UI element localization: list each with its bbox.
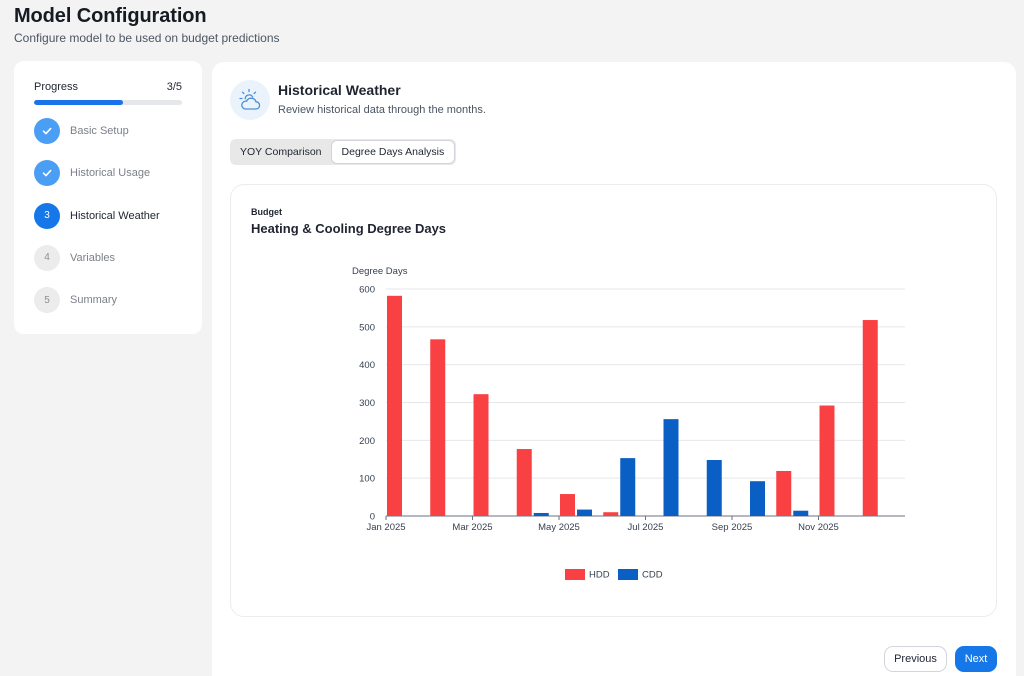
x-tick-label: Sep 2025	[712, 522, 753, 533]
page-header: Model Configuration Configure model to b…	[14, 5, 280, 45]
progress-bar-fill	[34, 100, 123, 105]
step-historical-usage[interactable]: Historical Usage	[34, 160, 160, 187]
x-tick-label: Jul 2025	[628, 522, 664, 533]
step-variables[interactable]: 4 Variables	[34, 244, 160, 271]
step-label: Variables	[70, 251, 116, 264]
bar-hdd	[387, 295, 402, 516]
next-button[interactable]: Next	[955, 646, 997, 672]
progress-label: Progress	[34, 81, 79, 93]
y-axis-label: Degree Days	[352, 266, 408, 277]
y-tick-label: 400	[359, 360, 375, 371]
bar-cdd	[620, 458, 636, 516]
step-number: 4	[34, 244, 60, 271]
chart-card: Budget Heating & Cooling Degree Days Deg…	[230, 184, 997, 617]
bar-hdd	[862, 320, 878, 516]
bar-hdd	[473, 394, 489, 516]
section-subtitle: Review historical data through the month…	[278, 104, 486, 116]
chart-title: Heating & Cooling Degree Days	[251, 221, 447, 236]
step-label: Historical Usage	[70, 167, 151, 180]
previous-button[interactable]: Previous	[884, 646, 947, 672]
progress-header: Progress 3/5	[34, 81, 182, 93]
x-tick-label: Mar 2025	[452, 522, 492, 533]
legend-label-hdd: HDD	[589, 570, 610, 581]
tab-yoy-comparison[interactable]: YOY Comparison	[240, 146, 322, 158]
step-label: Historical Weather	[70, 209, 160, 222]
step-number: 5	[34, 287, 60, 314]
y-tick-label: 600	[359, 285, 375, 296]
progress-bar	[34, 100, 182, 105]
progress-panel: Progress 3/5 Basic Setup Historical Usag…	[14, 61, 202, 334]
bar-hdd	[603, 512, 619, 516]
y-tick-label: 300	[359, 398, 375, 409]
check-icon	[34, 118, 60, 144]
step-number: 3	[34, 202, 60, 229]
tab-degree-days-analysis[interactable]: Degree Days Analysis	[331, 141, 455, 163]
bar-cdd	[533, 512, 549, 516]
legend-label-cdd: CDD	[642, 570, 663, 581]
bar-hdd	[819, 405, 835, 516]
x-tick-label: Jan 2025	[366, 522, 405, 533]
y-tick-label: 100	[359, 474, 375, 485]
step-list: Basic Setup Historical Usage 3 Historica…	[34, 118, 160, 329]
section-title: Historical Weather	[278, 82, 401, 98]
y-tick-label: 200	[359, 436, 375, 447]
check-icon	[34, 160, 60, 187]
bar-cdd	[793, 510, 809, 516]
bar-hdd	[776, 470, 792, 516]
bar-hdd	[516, 449, 532, 516]
bar-cdd	[577, 509, 592, 516]
page-subtitle: Configure model to be used on budget pre…	[14, 31, 280, 45]
bar-cdd	[750, 481, 765, 516]
step-label: Summary	[70, 294, 118, 307]
legend-swatch-cdd	[618, 569, 638, 580]
tab-bar: YOY Comparison Degree Days Analysis	[230, 139, 457, 165]
step-label: Basic Setup	[70, 125, 129, 137]
bar-hdd	[560, 494, 575, 516]
bar-hdd	[430, 339, 446, 516]
step-summary[interactable]: 5 Summary	[34, 287, 160, 314]
cloud-sun-icon	[230, 80, 270, 120]
y-tick-label: 500	[359, 322, 375, 333]
degree-days-chart: Degree Days 0 100 200 300 400 500 600 Jan 2025 Ma…	[352, 266, 905, 581]
main-panel: Historical Weather Review historical dat…	[212, 62, 1016, 676]
x-tick-label: May 2025	[538, 522, 580, 533]
x-tick-label: Nov 2025	[798, 522, 839, 533]
bar-cdd	[706, 460, 722, 516]
progress-count: 3/5	[166, 81, 182, 93]
y-tick-label: 0	[370, 512, 375, 523]
page-title: Model Configuration	[14, 5, 207, 27]
step-basic-setup[interactable]: Basic Setup	[34, 118, 160, 144]
step-historical-weather[interactable]: 3 Historical Weather	[34, 202, 160, 229]
bar-cdd	[663, 419, 679, 516]
chart-supertitle: Budget	[251, 207, 282, 217]
legend-swatch-hdd	[565, 569, 585, 580]
